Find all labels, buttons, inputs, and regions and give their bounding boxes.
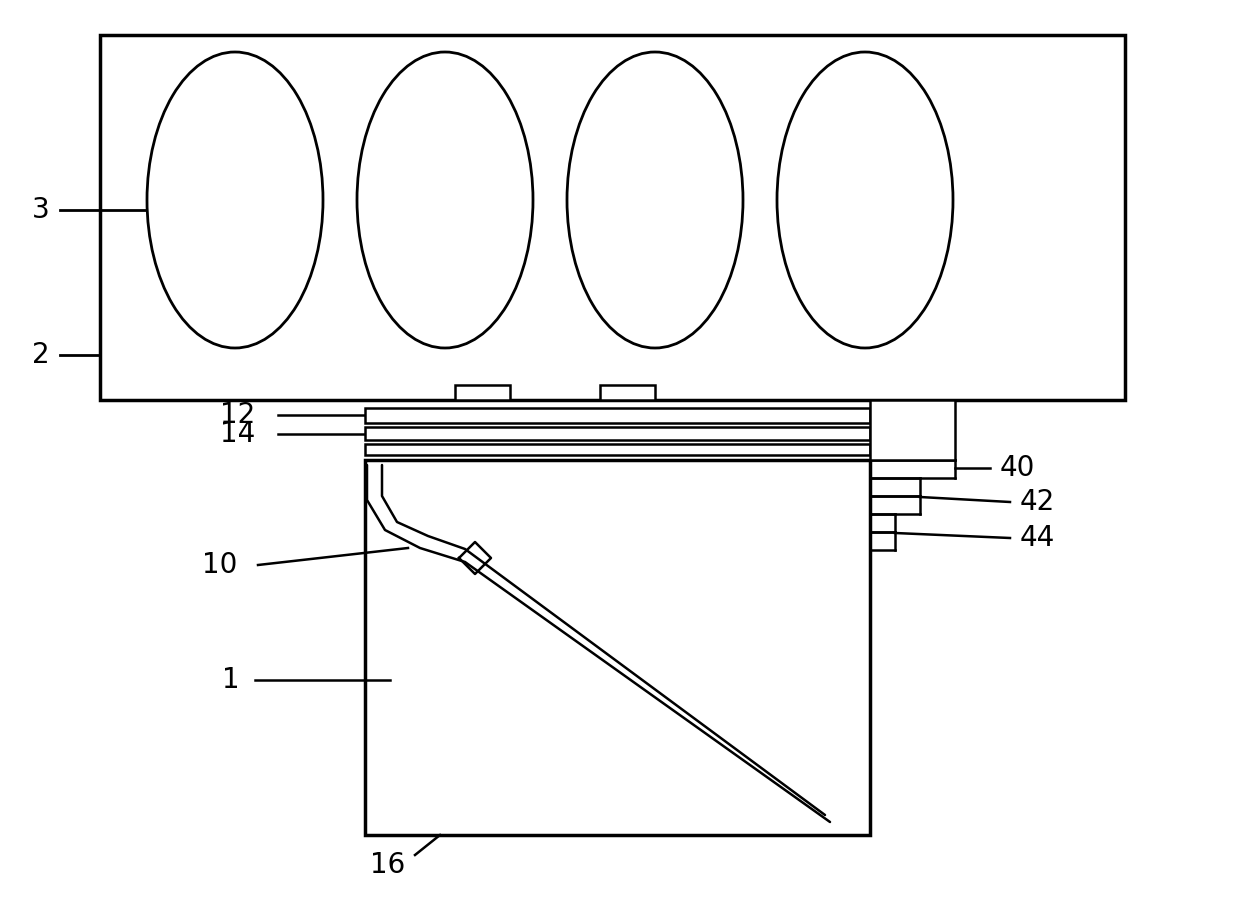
Ellipse shape bbox=[357, 52, 533, 348]
Text: 40: 40 bbox=[999, 454, 1035, 482]
Bar bbox=[600, 385, 655, 400]
Bar bbox=[870, 400, 955, 460]
Bar bbox=[365, 408, 870, 423]
Text: 10: 10 bbox=[202, 551, 237, 579]
Bar bbox=[455, 385, 510, 400]
Text: 12: 12 bbox=[219, 401, 255, 429]
Bar bbox=[365, 427, 870, 440]
Text: 44: 44 bbox=[1021, 524, 1055, 552]
Ellipse shape bbox=[148, 52, 322, 348]
Text: 16: 16 bbox=[370, 851, 405, 879]
Text: 42: 42 bbox=[1021, 488, 1055, 516]
Ellipse shape bbox=[777, 52, 954, 348]
Bar bbox=[365, 444, 870, 455]
Bar bbox=[365, 460, 870, 835]
Text: 14: 14 bbox=[219, 420, 255, 448]
Text: 2: 2 bbox=[32, 341, 50, 369]
Bar bbox=[100, 35, 1125, 400]
Text: 1: 1 bbox=[222, 666, 241, 694]
Ellipse shape bbox=[567, 52, 743, 348]
Text: 3: 3 bbox=[32, 196, 50, 224]
